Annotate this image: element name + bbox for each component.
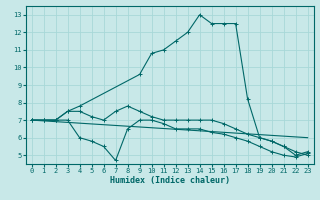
X-axis label: Humidex (Indice chaleur): Humidex (Indice chaleur) [109,176,230,185]
